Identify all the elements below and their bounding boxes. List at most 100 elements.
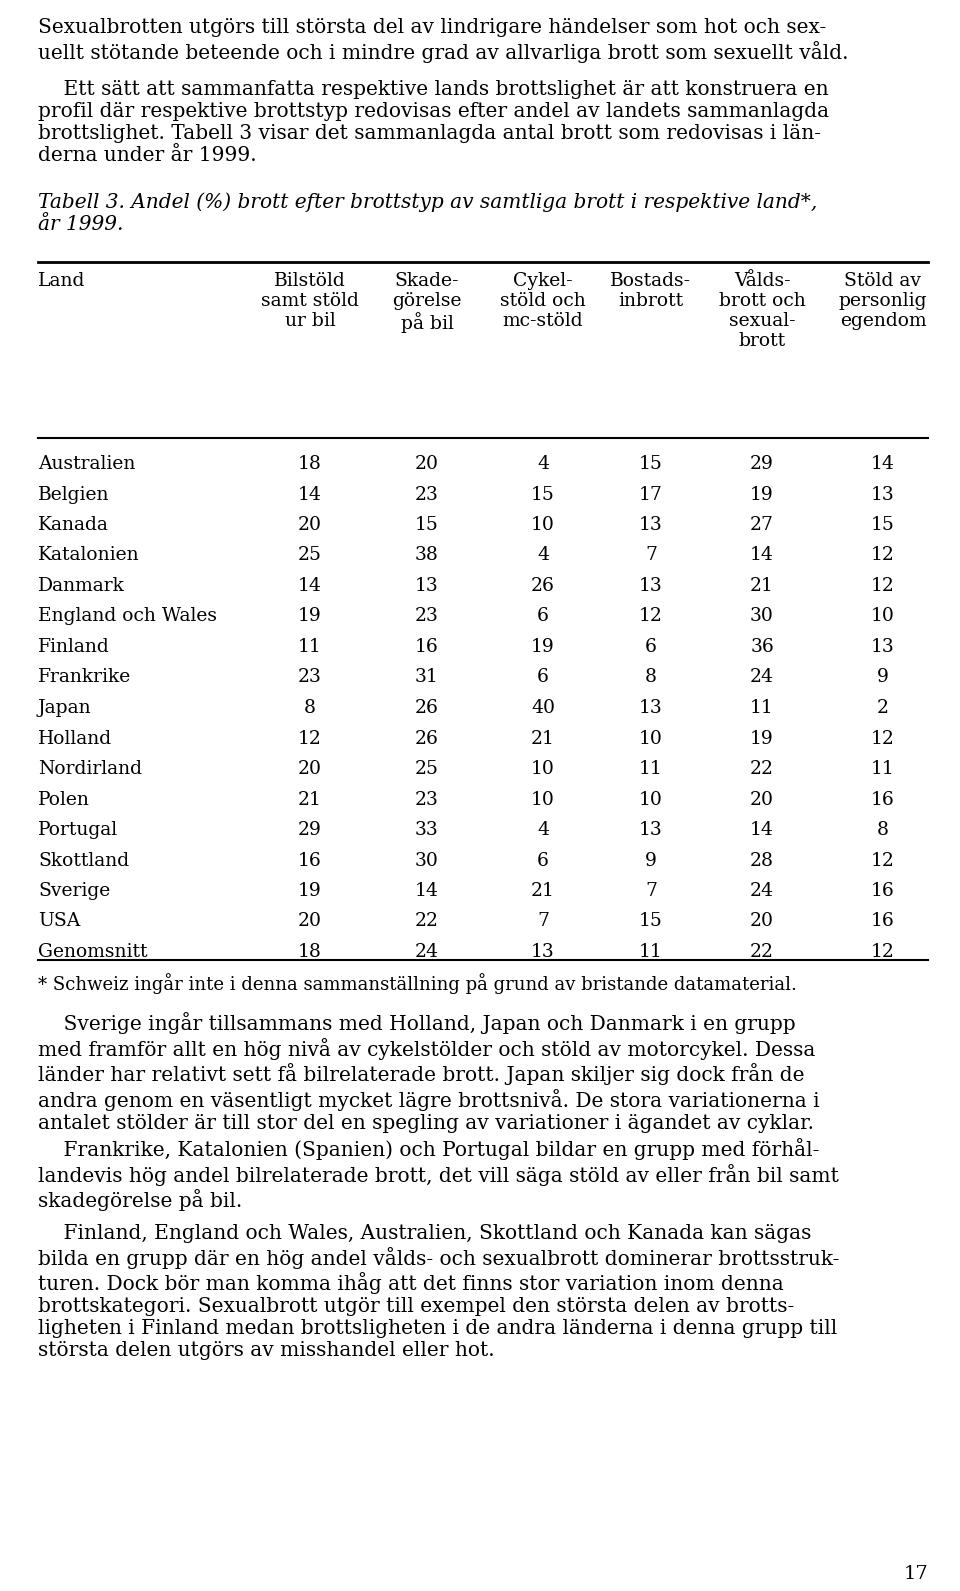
Text: 11: 11 bbox=[750, 698, 774, 718]
Text: 12: 12 bbox=[871, 851, 895, 870]
Text: Nordirland: Nordirland bbox=[38, 760, 142, 778]
Text: 19: 19 bbox=[299, 608, 322, 625]
Text: Stöld av: Stöld av bbox=[845, 272, 922, 290]
Text: 19: 19 bbox=[531, 638, 555, 655]
Text: 13: 13 bbox=[871, 485, 895, 503]
Text: 12: 12 bbox=[871, 546, 895, 565]
Text: 24: 24 bbox=[750, 668, 774, 686]
Text: 19: 19 bbox=[750, 730, 774, 748]
Text: Kanada: Kanada bbox=[38, 515, 108, 535]
Text: Vålds-: Vålds- bbox=[733, 272, 790, 290]
Text: samt stöld: samt stöld bbox=[261, 293, 359, 310]
Text: 10: 10 bbox=[639, 791, 663, 808]
Text: 21: 21 bbox=[298, 791, 322, 808]
Text: 12: 12 bbox=[639, 608, 663, 625]
Text: 14: 14 bbox=[871, 455, 895, 473]
Text: Sverige ingår tillsammans med Holland, Japan och Danmark i en grupp
med framför : Sverige ingår tillsammans med Holland, J… bbox=[38, 1012, 820, 1133]
Text: sexual-: sexual- bbox=[729, 312, 795, 329]
Text: mc-stöld: mc-stöld bbox=[503, 312, 584, 329]
Text: Finland, England och Wales, Australien, Skottland och Kanada kan sägas
bilda en : Finland, England och Wales, Australien, … bbox=[38, 1223, 839, 1360]
Text: 22: 22 bbox=[750, 760, 774, 778]
Text: 33: 33 bbox=[415, 821, 439, 838]
Text: 15: 15 bbox=[639, 455, 663, 473]
Text: England och Wales: England och Wales bbox=[38, 608, 217, 625]
Text: Polen: Polen bbox=[38, 791, 90, 808]
Text: 12: 12 bbox=[298, 730, 322, 748]
Text: 15: 15 bbox=[415, 515, 439, 535]
Text: 11: 11 bbox=[299, 638, 322, 655]
Text: 38: 38 bbox=[415, 546, 439, 565]
Text: 31: 31 bbox=[415, 668, 439, 686]
Text: 16: 16 bbox=[871, 791, 895, 808]
Text: 14: 14 bbox=[415, 881, 439, 901]
Text: 6: 6 bbox=[537, 608, 549, 625]
Text: Frankrike, Katalonien (Spanien) och Portugal bildar en grupp med förhål-
landevi: Frankrike, Katalonien (Spanien) och Port… bbox=[38, 1138, 839, 1211]
Text: 21: 21 bbox=[531, 881, 555, 901]
Text: ur bil: ur bil bbox=[284, 312, 335, 329]
Text: 13: 13 bbox=[639, 515, 662, 535]
Text: 23: 23 bbox=[415, 485, 439, 503]
Text: 29: 29 bbox=[298, 821, 322, 838]
Text: Bostads-: Bostads- bbox=[611, 272, 691, 290]
Text: 11: 11 bbox=[639, 760, 662, 778]
Text: Belgien: Belgien bbox=[38, 485, 109, 503]
Text: 16: 16 bbox=[299, 851, 322, 870]
Text: 20: 20 bbox=[750, 913, 774, 931]
Text: Portugal: Portugal bbox=[38, 821, 118, 838]
Text: 10: 10 bbox=[871, 608, 895, 625]
Text: 15: 15 bbox=[871, 515, 895, 535]
Text: Danmark: Danmark bbox=[38, 578, 125, 595]
Text: egendom: egendom bbox=[840, 312, 926, 329]
Text: 16: 16 bbox=[415, 638, 439, 655]
Text: 14: 14 bbox=[298, 578, 322, 595]
Text: * Schweiz ingår inte i denna sammanställning på grund av bristande datamaterial.: * Schweiz ingår inte i denna sammanställ… bbox=[38, 974, 797, 994]
Text: inbrott: inbrott bbox=[618, 293, 684, 310]
Text: 24: 24 bbox=[750, 881, 774, 901]
Text: 13: 13 bbox=[639, 821, 662, 838]
Text: 2: 2 bbox=[877, 698, 889, 718]
Text: 15: 15 bbox=[531, 485, 555, 503]
Text: 4: 4 bbox=[537, 546, 549, 565]
Text: 19: 19 bbox=[299, 881, 322, 901]
Text: 21: 21 bbox=[531, 730, 555, 748]
Text: 26: 26 bbox=[531, 578, 555, 595]
Text: 15: 15 bbox=[639, 913, 663, 931]
Text: 9: 9 bbox=[645, 851, 657, 870]
Text: 20: 20 bbox=[298, 515, 322, 535]
Text: 13: 13 bbox=[639, 578, 662, 595]
Text: Frankrike: Frankrike bbox=[38, 668, 132, 686]
Text: Skade-: Skade- bbox=[395, 272, 459, 290]
Text: 13: 13 bbox=[871, 638, 895, 655]
Text: 20: 20 bbox=[415, 455, 439, 473]
Text: Finland: Finland bbox=[38, 638, 109, 655]
Text: 20: 20 bbox=[298, 913, 322, 931]
Text: 13: 13 bbox=[415, 578, 439, 595]
Text: 8: 8 bbox=[304, 698, 316, 718]
Text: 25: 25 bbox=[298, 546, 322, 565]
Text: Katalonien: Katalonien bbox=[38, 546, 139, 565]
Text: 29: 29 bbox=[750, 455, 774, 473]
Text: 4: 4 bbox=[537, 821, 549, 838]
Text: Holland: Holland bbox=[38, 730, 112, 748]
Text: Tabell 3. Andel (%) brott efter brottstyp av samtliga brott i respektive land*,
: Tabell 3. Andel (%) brott efter brottsty… bbox=[38, 193, 817, 234]
Text: 11: 11 bbox=[871, 760, 895, 778]
Text: 10: 10 bbox=[531, 515, 555, 535]
Text: 23: 23 bbox=[415, 608, 439, 625]
Text: 17: 17 bbox=[903, 1566, 928, 1583]
Text: Ett sätt att sammanfatta respektive lands brottslighet är att konstruera en
prof: Ett sätt att sammanfatta respektive land… bbox=[38, 80, 829, 165]
Text: Skottland: Skottland bbox=[38, 851, 130, 870]
Text: 6: 6 bbox=[645, 638, 657, 655]
Text: 20: 20 bbox=[298, 760, 322, 778]
Text: 19: 19 bbox=[750, 485, 774, 503]
Text: Bilstöld: Bilstöld bbox=[275, 272, 346, 290]
Text: 36: 36 bbox=[750, 638, 774, 655]
Text: Land: Land bbox=[38, 272, 85, 290]
Text: personlig: personlig bbox=[839, 293, 927, 310]
Text: USA: USA bbox=[38, 913, 81, 931]
Text: 26: 26 bbox=[415, 698, 439, 718]
Text: 14: 14 bbox=[298, 485, 322, 503]
Text: 16: 16 bbox=[871, 913, 895, 931]
Text: 23: 23 bbox=[415, 791, 439, 808]
Text: 18: 18 bbox=[298, 455, 322, 473]
Text: brott: brott bbox=[738, 333, 785, 350]
